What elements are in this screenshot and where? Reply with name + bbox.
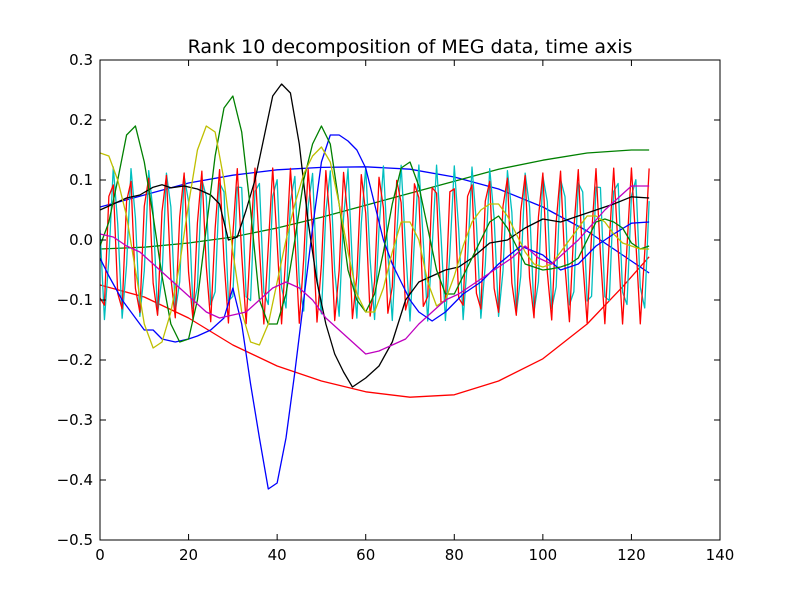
- x-tick-label: 20: [179, 546, 198, 564]
- series-line-yellow-wave: [100, 125, 650, 349]
- series-line-red-smooth: [100, 256, 650, 398]
- y-tick-label: −0.5: [57, 531, 93, 549]
- x-tick-label: 120: [617, 546, 646, 564]
- series-line-green-wave: [100, 95, 650, 343]
- y-tick-label: −0.3: [57, 411, 93, 429]
- x-tick-labels: 0 20 40 60 80 100 120 140: [95, 546, 734, 564]
- y-tick-label: −0.2: [57, 351, 93, 369]
- chart-title: Rank 10 decomposition of MEG data, time …: [188, 36, 633, 58]
- x-tick-label: 100: [529, 546, 558, 564]
- x-tick-label: 0: [95, 546, 105, 564]
- y-tick-label: 0.1: [69, 171, 93, 189]
- x-tick-label: 40: [268, 546, 287, 564]
- series-layer: [100, 83, 650, 490]
- y-tick-label: 0.2: [69, 111, 93, 129]
- series-line-magenta-wave: [100, 185, 650, 355]
- x-tick-label: 60: [356, 546, 375, 564]
- y-tick-label: 0.0: [69, 231, 93, 249]
- y-tick-label: −0.4: [57, 471, 93, 489]
- y-tick-label: 0.3: [69, 51, 93, 69]
- y-tick-label: −0.1: [57, 291, 93, 309]
- x-tick-label: 80: [445, 546, 464, 564]
- x-axis: [99, 60, 721, 540]
- x-tick-label: 140: [706, 546, 735, 564]
- series-line-red-oscillation: [100, 167, 650, 325]
- series-line-black-wave: [100, 83, 650, 388]
- y-axis: [100, 59, 720, 541]
- y-tick-labels: 0.3 0.2 0.1 0.0 −0.1 −0.2 −0.3 −0.4 −0.5: [57, 51, 93, 549]
- series-line-cyan-oscillation: [100, 164, 650, 322]
